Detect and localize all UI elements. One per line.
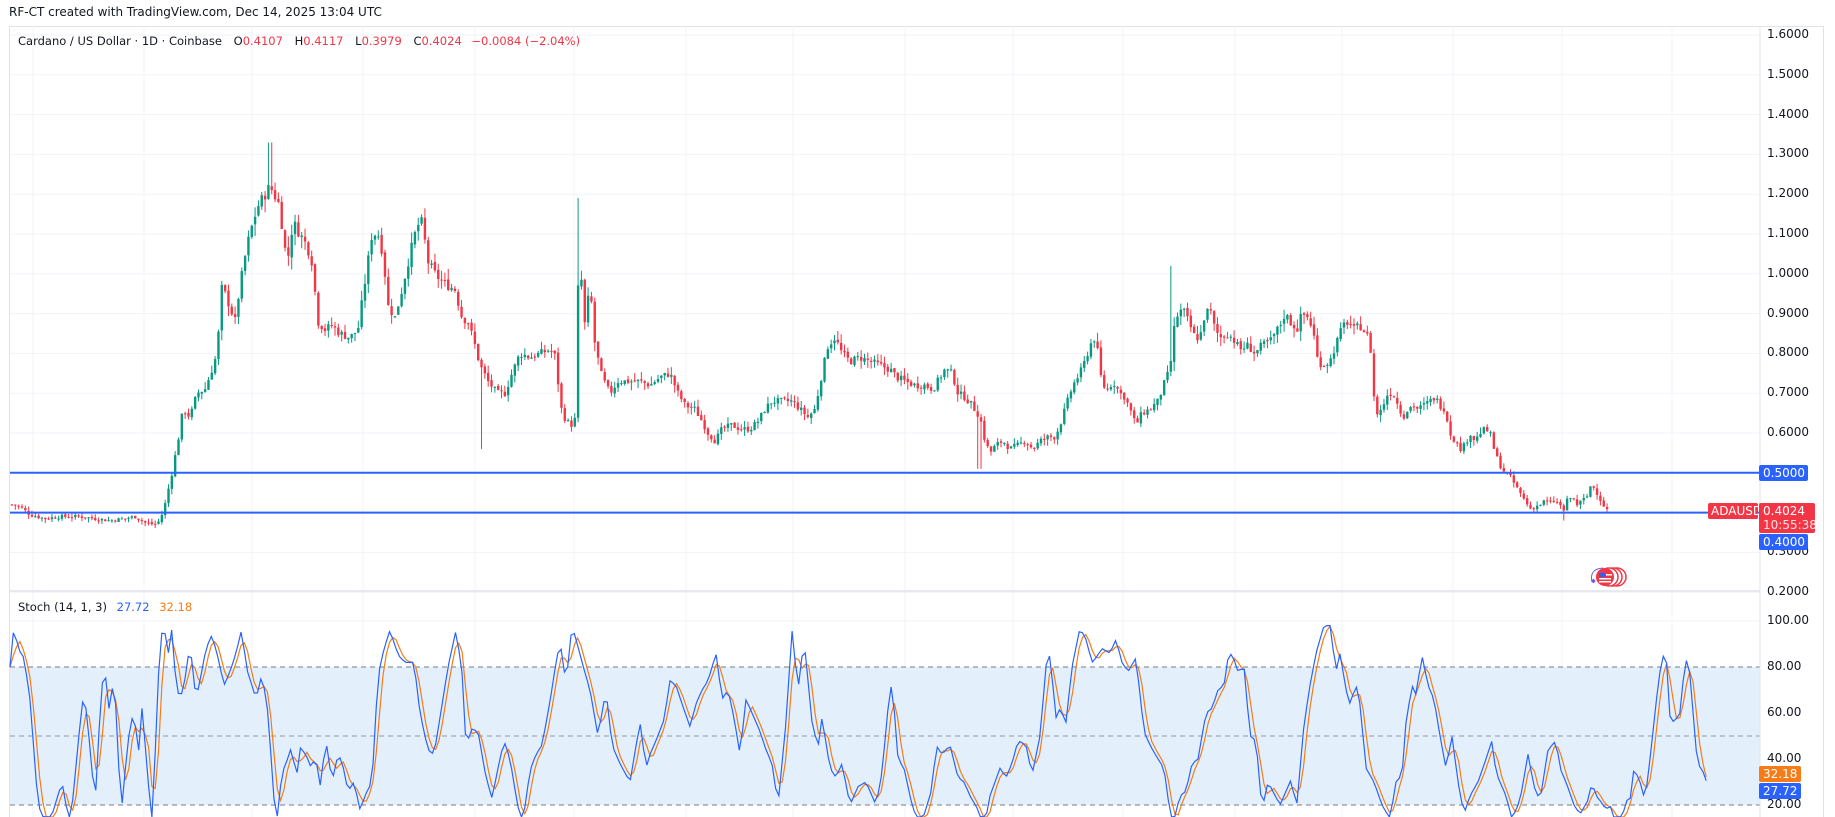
last-price: 0.4024: [1763, 504, 1805, 518]
flag-badge-icon[interactable]: [1591, 567, 1627, 587]
price-tick: 0.7000: [1767, 385, 1809, 400]
stoch-k-tag: 27.72: [1759, 783, 1801, 799]
level-0.5-tag: 0.5000: [1759, 465, 1808, 481]
stoch-tick: 40.00: [1767, 751, 1802, 765]
price-tick: 1.6000: [1767, 27, 1809, 41]
symbol-tag: ADAUSD: [1708, 503, 1762, 519]
price-tick: 0.8000: [1767, 345, 1809, 360]
price-tick: 0.9000: [1767, 305, 1809, 320]
stoch-tick: 60.00: [1767, 705, 1802, 719]
stoch-tick: 80.00: [1767, 659, 1802, 673]
price-tick: 1.0000: [1767, 265, 1809, 280]
stoch-title[interactable]: Stoch (14, 1, 3): [18, 600, 107, 614]
open-value: 0.4107: [242, 34, 283, 48]
price-tick: 0.6000: [1767, 425, 1809, 439]
level-0.4-tag: 0.4000: [1759, 534, 1808, 550]
horizontal-levels[interactable]: [10, 471, 1760, 514]
ohlc-legend: Cardano / US Dollar · 1D · Coinbase O0.4…: [18, 34, 580, 48]
last-price-tag: 0.4024 10:55:38: [1759, 503, 1817, 533]
price-tick: 1.2000: [1767, 186, 1809, 201]
stoch-tick: 20.00: [1767, 797, 1802, 811]
close-value: 0.4024: [421, 34, 462, 48]
price-tick: 1.4000: [1767, 106, 1809, 121]
low-label: L: [355, 34, 362, 48]
price-tick: 1.1000: [1767, 226, 1809, 240]
stoch-d-value: 32.18: [159, 600, 193, 614]
low-value: 0.3979: [361, 34, 402, 48]
high-value: 0.4117: [303, 34, 344, 48]
stoch-legend: Stoch (14, 1, 3) 27.72 32.18: [18, 600, 192, 614]
symbol-title[interactable]: Cardano / US Dollar · 1D · Coinbase: [18, 34, 222, 48]
stoch-k-line: [9, 625, 1707, 817]
high-label: H: [294, 34, 304, 48]
stoch-d-tag: 32.18: [1759, 766, 1801, 782]
price-tick: 1.3000: [1767, 146, 1809, 161]
price-tick: 0.2000: [1767, 584, 1809, 599]
chart-frame: [9, 26, 1824, 817]
close-label: C: [413, 34, 422, 48]
candlestick-series: [10, 142, 1609, 529]
price-tick: 1.5000: [1767, 66, 1809, 81]
countdown: 10:55:38: [1763, 518, 1817, 532]
open-label: O: [233, 34, 243, 48]
change-value: −0.0084 (−2.04%): [471, 34, 581, 48]
stoch-tick: 100.00: [1767, 613, 1809, 627]
stoch-lines: [9, 625, 1707, 817]
watermark: RF-CT created with TradingView.com, Dec …: [9, 5, 382, 19]
stoch-k-value: 27.72: [116, 600, 150, 614]
